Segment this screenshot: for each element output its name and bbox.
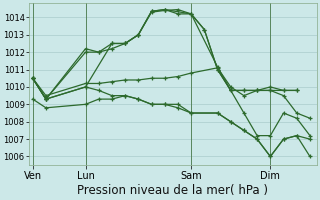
X-axis label: Pression niveau de la mer( hPa ): Pression niveau de la mer( hPa )	[77, 184, 268, 197]
